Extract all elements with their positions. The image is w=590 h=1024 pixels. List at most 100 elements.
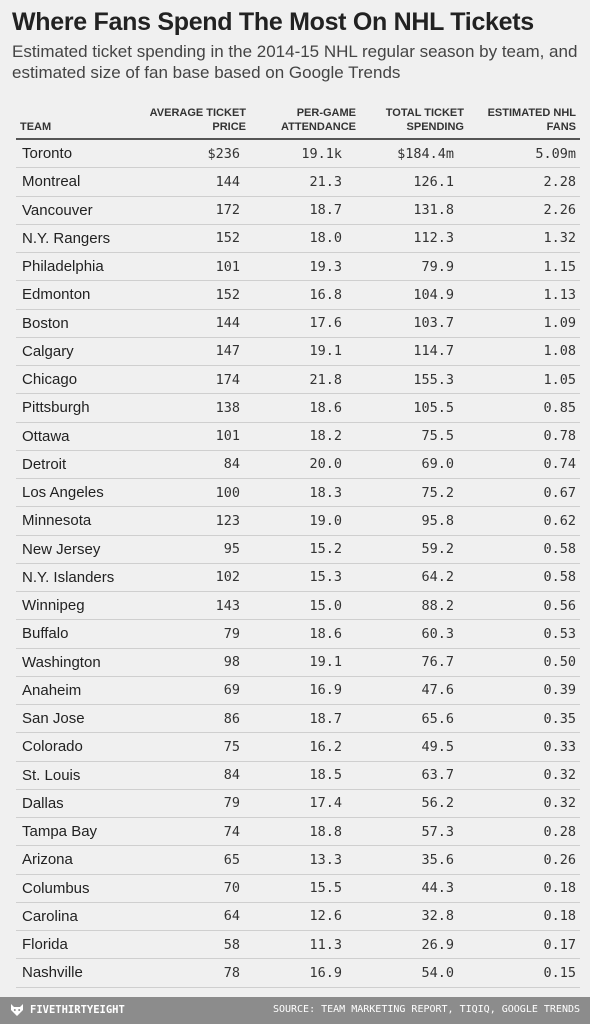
cell-team: Vancouver	[16, 196, 136, 225]
cell-attendance: 15.3	[256, 563, 366, 593]
cell-attendance: 19.1k	[256, 139, 366, 169]
cell-spending: 69.0	[366, 450, 476, 480]
cell-attendance: 19.0	[256, 506, 366, 536]
cell-fans: 0.58	[476, 535, 580, 564]
table-row: Winnipeg 143 15.0 88.2 0.56	[16, 591, 580, 621]
cell-attendance: 19.1	[256, 648, 366, 677]
table-row: Minnesota 123 19.0 95.8 0.62	[16, 506, 580, 536]
table-row: Chicago 174 21.8 155.3 1.05	[16, 365, 580, 395]
cell-price: 102	[136, 563, 256, 593]
cell-spending: 131.8	[366, 196, 476, 225]
table-row: Washington 98 19.1 76.7 0.50	[16, 648, 580, 677]
cell-attendance: 16.9	[256, 676, 366, 706]
table-row: Dallas 79 17.4 56.2 0.32	[16, 789, 580, 819]
cell-fans: 1.15	[476, 252, 580, 282]
cell-fans: 0.78	[476, 422, 580, 451]
cell-price: 95	[136, 535, 256, 564]
cell-fans: 0.62	[476, 506, 580, 536]
cell-fans: 0.53	[476, 619, 580, 649]
cell-spending: 95.8	[366, 506, 476, 536]
cell-spending: 103.7	[366, 309, 476, 338]
cell-spending: 155.3	[366, 365, 476, 395]
chart-title: Where Fans Spend The Most On NHL Tickets	[12, 8, 534, 36]
cell-team: Nashville	[16, 958, 136, 988]
cell-team: Calgary	[16, 337, 136, 367]
cell-fans: 0.18	[476, 902, 580, 932]
cell-fans: 1.05	[476, 365, 580, 395]
table-row: Columbus 70 15.5 44.3 0.18	[16, 874, 580, 903]
table-row: Nashville 78 16.9 54.0 0.15	[16, 958, 580, 988]
cell-attendance: 18.7	[256, 704, 366, 734]
table-row: Philadelphia 101 19.3 79.9 1.15	[16, 252, 580, 282]
cell-spending: 65.6	[366, 704, 476, 734]
cell-fans: 0.56	[476, 591, 580, 621]
cell-spending: 88.2	[366, 591, 476, 621]
column-header-spending: TOTAL TICKET SPENDING	[366, 98, 476, 140]
cell-team: Boston	[16, 309, 136, 338]
table-row: Edmonton 152 16.8 104.9 1.13	[16, 280, 580, 310]
cell-fans: 0.35	[476, 704, 580, 734]
cell-attendance: 13.3	[256, 845, 366, 875]
table-row: San Jose 86 18.7 65.6 0.35	[16, 704, 580, 734]
cell-fans: 0.32	[476, 789, 580, 819]
cell-attendance: 18.8	[256, 817, 366, 847]
cell-team: Detroit	[16, 450, 136, 480]
cell-attendance: 18.7	[256, 196, 366, 225]
cell-team: Minnesota	[16, 506, 136, 536]
cell-spending: 49.5	[366, 732, 476, 762]
cell-attendance: 15.0	[256, 591, 366, 621]
cell-spending: 126.1	[366, 167, 476, 197]
cell-fans: 1.09	[476, 309, 580, 338]
cell-team: St. Louis	[16, 761, 136, 790]
footer-bar: FIVETHIRTYEIGHT SOURCE: TEAM MARKETING R…	[0, 997, 590, 1024]
table-row: Ottawa 101 18.2 75.5 0.78	[16, 422, 580, 451]
cell-spending: 44.3	[366, 874, 476, 903]
cell-team: Anaheim	[16, 676, 136, 706]
cell-fans: 0.18	[476, 874, 580, 903]
cell-attendance: 18.2	[256, 422, 366, 451]
cell-attendance: 16.2	[256, 732, 366, 762]
cell-price: 74	[136, 817, 256, 847]
cell-team: San Jose	[16, 704, 136, 734]
table-row: Los Angeles 100 18.3 75.2 0.67	[16, 478, 580, 508]
cell-spending: 26.9	[366, 930, 476, 960]
cell-spending: $184.4m	[366, 139, 476, 169]
cell-price: 152	[136, 224, 256, 254]
cell-spending: 75.5	[366, 422, 476, 451]
cell-price: 143	[136, 591, 256, 621]
cell-attendance: 19.3	[256, 252, 366, 282]
cell-fans: 1.08	[476, 337, 580, 367]
cell-spending: 112.3	[366, 224, 476, 254]
cell-spending: 63.7	[366, 761, 476, 790]
cell-spending: 56.2	[366, 789, 476, 819]
cell-spending: 75.2	[366, 478, 476, 508]
cell-price: 100	[136, 478, 256, 508]
cell-spending: 104.9	[366, 280, 476, 310]
cell-price: 69	[136, 676, 256, 706]
table-body: Toronto $236 19.1k $184.4m 5.09m Montreal 144 2…	[16, 139, 580, 988]
cell-fans: 0.15	[476, 958, 580, 988]
cell-fans: 0.28	[476, 817, 580, 847]
cell-spending: 105.5	[366, 393, 476, 423]
cell-attendance: 19.1	[256, 337, 366, 367]
cell-team: Washington	[16, 648, 136, 677]
cell-spending: 35.6	[366, 845, 476, 875]
table-header-row: TEAM AVERAGE TICKET PRICE PER-GAME ATTEN…	[16, 98, 580, 140]
cell-price: 138	[136, 393, 256, 423]
cell-attendance: 15.5	[256, 874, 366, 903]
cell-price: 70	[136, 874, 256, 903]
cell-fans: 0.67	[476, 478, 580, 508]
table-row: Colorado 75 16.2 49.5 0.33	[16, 732, 580, 762]
cell-spending: 64.2	[366, 563, 476, 593]
table-row: Carolina 64 12.6 32.8 0.18	[16, 902, 580, 932]
cell-attendance: 17.4	[256, 789, 366, 819]
cell-attendance: 18.0	[256, 224, 366, 254]
cell-attendance: 15.2	[256, 535, 366, 564]
cell-fans: 0.39	[476, 676, 580, 706]
cell-attendance: 21.8	[256, 365, 366, 395]
cell-team: N.Y. Rangers	[16, 224, 136, 254]
cell-price: 144	[136, 309, 256, 338]
brand-logo: FIVETHIRTYEIGHT	[10, 1003, 125, 1017]
cell-price: 152	[136, 280, 256, 310]
cell-price: 84	[136, 761, 256, 790]
